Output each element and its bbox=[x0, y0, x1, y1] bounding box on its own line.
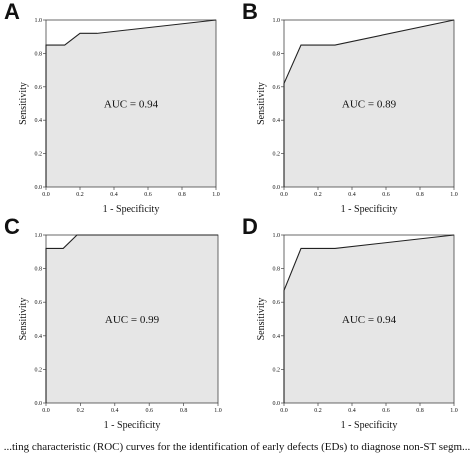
x-tick-label: 0.6 bbox=[145, 408, 153, 414]
y-tick-label: 0.2 bbox=[35, 367, 43, 373]
y-tick-label: 0.6 bbox=[35, 300, 43, 306]
y-axis-title: Sensitivity bbox=[18, 82, 29, 125]
x-tick-label: 0.0 bbox=[280, 408, 288, 414]
y-tick-label: 0.8 bbox=[273, 51, 281, 57]
y-tick-label: 0.4 bbox=[273, 118, 281, 124]
auc-annotation: AUC = 0.99 bbox=[105, 314, 160, 326]
y-tick-label: 0.4 bbox=[35, 118, 43, 124]
x-tick-label: 1.0 bbox=[450, 192, 458, 198]
roc-panel-a: 0.0 0.2 0.4 0.6 0.8 1.0 0.0 0.2 0.4 0.6 0.8 1.0 1 - … bbox=[4, 0, 220, 215]
x-tick-label: 0.4 bbox=[110, 192, 118, 198]
y-tick-label: 0.0 bbox=[273, 185, 281, 191]
x-axis-title: 1 - Specificity bbox=[341, 204, 398, 215]
x-axis-title: 1 - Specificity bbox=[103, 204, 160, 215]
x-tick-label: 0.4 bbox=[348, 408, 356, 414]
roc-area bbox=[46, 235, 218, 403]
y-tick-label: 0.8 bbox=[35, 51, 43, 57]
y-tick-label: 1.0 bbox=[273, 233, 281, 239]
y-tick-label: 1.0 bbox=[35, 233, 43, 239]
x-axis-title: 1 - Specificity bbox=[104, 420, 161, 431]
y-tick-label: 0.0 bbox=[273, 401, 281, 407]
x-tick-label: 1.0 bbox=[214, 408, 222, 414]
x-tick-label: 0.8 bbox=[180, 408, 188, 414]
x-axis-title: 1 - Specificity bbox=[341, 420, 398, 431]
roc-area bbox=[284, 235, 454, 403]
panel-letter: D bbox=[242, 214, 258, 239]
y-axis-title: Sensitivity bbox=[256, 82, 267, 125]
x-tick-label: 0.4 bbox=[348, 192, 356, 198]
x-tick-label: 0.2 bbox=[76, 192, 84, 198]
x-tick-label: 0.0 bbox=[280, 192, 288, 198]
roc-panel-c: 0.0 0.2 0.4 0.6 0.8 1.0 0.0 0.2 0.4 0.6 0.8 1.0 1 - … bbox=[4, 214, 222, 431]
y-tick-label: 0.4 bbox=[273, 334, 281, 340]
y-axis-title: Sensitivity bbox=[256, 298, 267, 341]
roc-curve bbox=[45, 19, 217, 187]
y-tick-label: 0.6 bbox=[35, 85, 43, 91]
y-axis-title: Sensitivity bbox=[18, 298, 29, 341]
x-tick-label: 1.0 bbox=[212, 192, 220, 198]
y-tick-label: 1.0 bbox=[35, 18, 43, 24]
y-tick-label: 0.8 bbox=[35, 267, 43, 273]
y-tick-label: 0.4 bbox=[35, 334, 43, 340]
y-tick-label: 0.2 bbox=[273, 367, 281, 373]
roc-area bbox=[284, 20, 454, 187]
x-tick-label: 0.8 bbox=[178, 192, 186, 198]
y-tick-label: 0.2 bbox=[35, 152, 43, 158]
x-tick-label: 0.2 bbox=[77, 408, 85, 414]
x-tick-label: 0.0 bbox=[42, 192, 50, 198]
x-tick-label: 0.6 bbox=[382, 408, 390, 414]
roc-curve bbox=[283, 234, 455, 403]
panel-letter: A bbox=[4, 0, 20, 24]
roc-curve bbox=[45, 234, 218, 403]
figure-caption: ...ting characteristic (ROC) curves for … bbox=[3, 441, 471, 453]
y-tick-label: 0.2 bbox=[273, 152, 281, 158]
y-tick-label: 0.8 bbox=[273, 267, 281, 273]
x-tick-label: 0.4 bbox=[111, 408, 119, 414]
y-tick-label: 0.0 bbox=[35, 401, 43, 407]
x-tick-label: 0.2 bbox=[314, 408, 322, 414]
x-tick-label: 0.6 bbox=[144, 192, 152, 198]
roc-area bbox=[46, 20, 216, 187]
auc-annotation: AUC = 0.94 bbox=[104, 99, 159, 111]
roc-curve bbox=[283, 19, 455, 187]
roc-panel-b: 0.0 0.2 0.4 0.6 0.8 1.0 0.0 0.2 0.4 0.6 0.8 1.0 1 - … bbox=[242, 0, 458, 215]
x-tick-label: 1.0 bbox=[450, 408, 458, 414]
y-tick-label: 1.0 bbox=[273, 18, 281, 24]
roc-panel-d: 0.0 0.2 0.4 0.6 0.8 1.0 0.0 0.2 0.4 0.6 0.8 1.0 1 - … bbox=[242, 214, 458, 431]
panel-letter: C bbox=[4, 214, 20, 239]
auc-annotation: AUC = 0.89 bbox=[342, 99, 397, 111]
auc-annotation: AUC = 0.94 bbox=[342, 314, 397, 326]
x-tick-label: 0.2 bbox=[314, 192, 322, 198]
panel-letter: B bbox=[242, 0, 258, 24]
x-tick-label: 0.6 bbox=[382, 192, 390, 198]
y-tick-label: 0.6 bbox=[273, 85, 281, 91]
x-tick-label: 0.8 bbox=[416, 408, 424, 414]
x-tick-label: 0.0 bbox=[42, 408, 50, 414]
x-tick-label: 0.8 bbox=[416, 192, 424, 198]
y-tick-label: 0.0 bbox=[35, 185, 43, 191]
y-tick-label: 0.6 bbox=[273, 300, 281, 306]
